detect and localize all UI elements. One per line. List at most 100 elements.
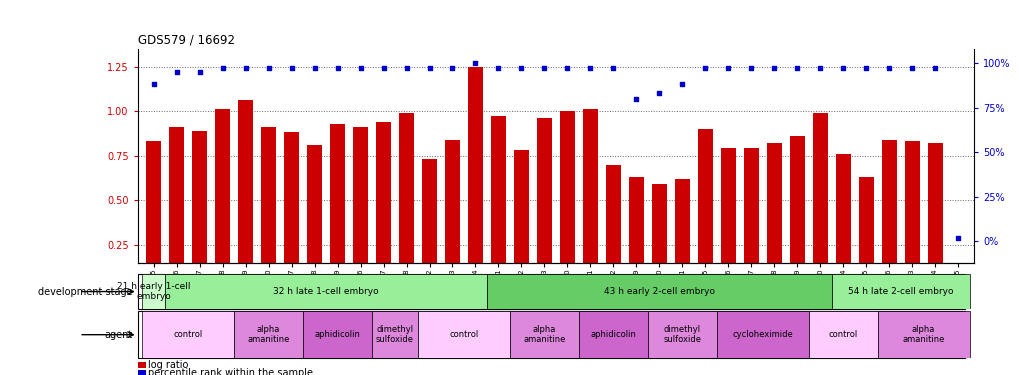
Bar [376,122,390,289]
Bar [353,127,368,289]
Bar [510,311,579,358]
Bar [238,100,253,289]
Bar [165,274,486,309]
Text: 54 h late 2-cell embryo: 54 h late 2-cell embryo [847,287,953,296]
Bar [330,123,344,289]
Bar [422,159,436,289]
Text: control: control [449,330,478,339]
Text: percentile rank within the sample: percentile rank within the sample [148,369,313,375]
Text: dimethyl
sulfoxide: dimethyl sulfoxide [662,325,701,344]
Point [628,96,644,102]
Point [903,65,919,71]
Bar [444,140,460,289]
Bar [303,311,372,358]
Point [398,65,415,71]
Text: GDS579 / 16692: GDS579 / 16692 [138,33,234,46]
Text: 32 h late 1-cell embryo: 32 h late 1-cell embryo [273,287,379,296]
Point [513,65,529,71]
Point [765,65,782,71]
Bar [146,141,161,289]
Point [214,65,230,71]
Text: log ratio: log ratio [148,360,189,370]
Point [857,65,873,71]
Text: alpha
amanitine: alpha amanitine [523,325,566,344]
Bar [904,141,918,289]
Point [835,65,851,71]
Bar [486,274,830,309]
Bar [143,274,165,309]
Bar [193,130,207,289]
Text: 21 h early 1-cell
embryo: 21 h early 1-cell embryo [117,282,191,301]
Bar [830,274,968,309]
Bar [812,113,826,289]
Bar [876,311,968,358]
Bar [675,179,689,289]
Bar [858,177,872,289]
Bar [766,143,781,289]
Bar [284,132,299,289]
Bar [629,177,643,289]
Bar [789,136,804,289]
Bar [926,143,942,289]
Bar [398,113,414,289]
Bar [579,311,647,358]
Bar [536,118,551,289]
Text: agent: agent [104,330,132,340]
Point [467,60,483,66]
Point [490,65,506,71]
Point [168,69,184,75]
Point [306,65,322,71]
Bar [215,110,230,289]
Point [260,65,276,71]
Bar [835,154,850,289]
Point [353,65,369,71]
Bar [418,311,510,358]
Text: development stage: development stage [38,286,132,297]
Bar [490,116,505,289]
Point [811,65,827,71]
Point [146,81,162,87]
Point [696,65,712,71]
Bar [651,184,666,289]
Bar [950,279,965,289]
Text: dimethyl
sulfoxide: dimethyl sulfoxide [376,325,414,344]
Point [604,65,621,71]
Point [719,65,736,71]
Text: alpha
amanitine: alpha amanitine [902,325,944,344]
Point [536,65,552,71]
Text: cycloheximide: cycloheximide [732,330,793,339]
Bar [720,148,735,289]
Bar [559,111,575,289]
Bar [143,311,234,358]
Bar [880,140,896,289]
Text: aphidicolin: aphidicolin [315,330,360,339]
Point [582,65,598,71]
Point [329,65,345,71]
Bar [582,110,597,289]
Bar [808,311,876,358]
Text: aphidicolin: aphidicolin [590,330,636,339]
Point [650,90,666,96]
Point [375,65,391,71]
Point [421,65,437,71]
Point [880,65,897,71]
Point [742,65,758,71]
Bar [716,311,808,358]
Bar [743,148,758,289]
Bar [372,311,418,358]
Bar [169,127,184,289]
Bar [261,127,276,289]
Point [558,65,575,71]
Text: 43 h early 2-cell embryo: 43 h early 2-cell embryo [603,287,714,296]
Point [444,65,461,71]
Point [237,65,254,71]
Bar [307,145,322,289]
Bar [234,311,303,358]
Point [192,69,208,75]
Bar [468,67,482,289]
Text: alpha
amanitine: alpha amanitine [248,325,289,344]
Bar [514,150,529,289]
Point [674,81,690,87]
Bar [647,311,716,358]
Point [926,65,943,71]
